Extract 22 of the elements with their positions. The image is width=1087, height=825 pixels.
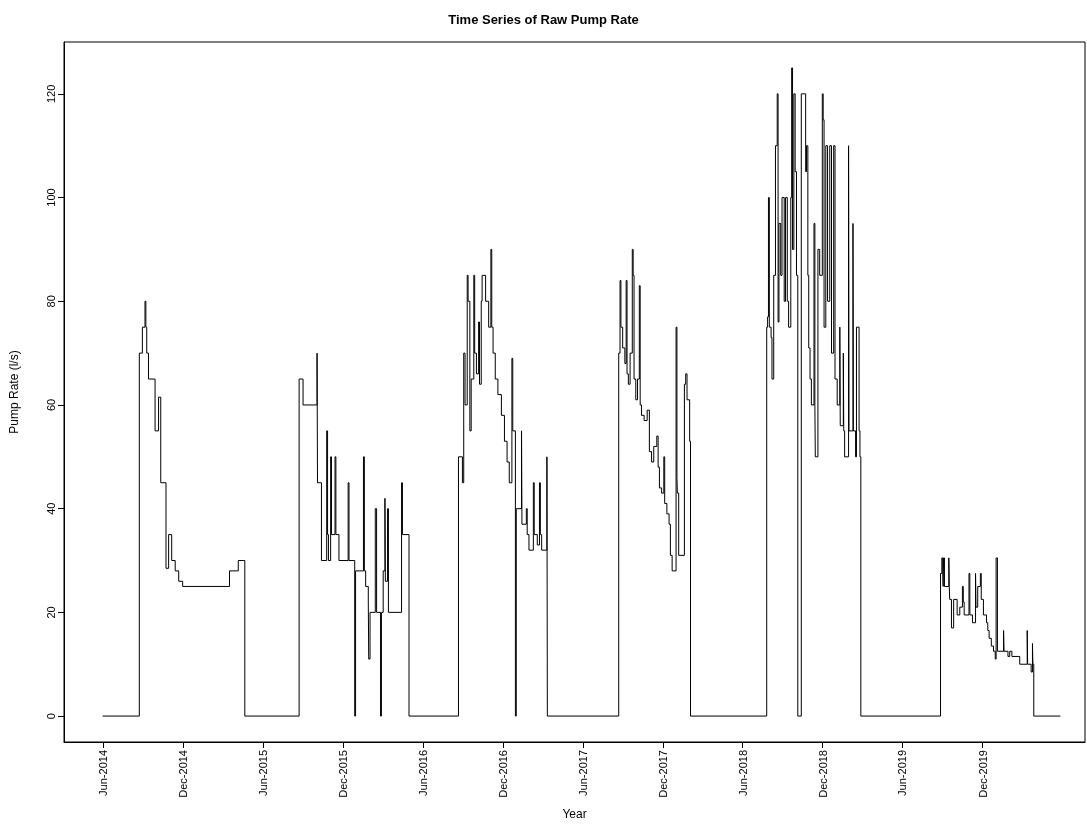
x-tick-label: Jun-2016 xyxy=(417,750,430,796)
x-tick-label: Dec-2017 xyxy=(656,750,669,798)
x-tick-label: Dec-2019 xyxy=(976,750,989,798)
x-tick-label: Jun-2019 xyxy=(896,750,909,796)
y-tick-label: 0 xyxy=(44,713,57,720)
y-tick-label: 80 xyxy=(44,295,57,308)
x-tick-label: Dec-2018 xyxy=(816,750,829,798)
x-tick-label: Dec-2015 xyxy=(336,750,349,798)
y-tick-label: 60 xyxy=(44,398,57,412)
x-tick-label: Jun-2015 xyxy=(256,750,269,796)
x-tick-label: Jun-2014 xyxy=(96,750,109,796)
chart-title: Time Series of Raw Pump Rate xyxy=(448,12,639,27)
x-tick-label: Dec-2016 xyxy=(497,750,510,798)
x-tick-label: Dec-2014 xyxy=(177,750,190,798)
y-axis-title: Pump Rate (l/s) xyxy=(7,350,21,434)
x-tick-label: Jun-2017 xyxy=(576,750,589,796)
y-tick-label: 100 xyxy=(44,188,57,207)
x-axis-title: Year xyxy=(562,807,587,821)
y-tick-label: 20 xyxy=(44,606,57,619)
x-tick-label: Jun-2018 xyxy=(736,750,749,796)
y-tick-label: 120 xyxy=(44,84,57,104)
y-tick-label: 40 xyxy=(44,502,57,515)
